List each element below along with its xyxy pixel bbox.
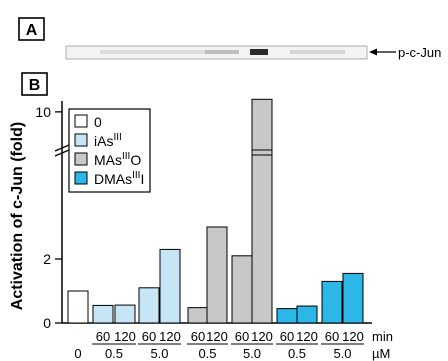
bar: [296, 305, 318, 324]
x-conc-label: 0.5: [105, 346, 123, 361]
y-tick-label: 0: [43, 315, 51, 331]
x-time-label: 60: [191, 329, 205, 344]
bar: [114, 304, 136, 324]
svg-text:B: B: [29, 77, 41, 94]
x-conc-label: 0.5: [198, 346, 216, 361]
x-time-label: 120: [114, 329, 136, 344]
bar: [187, 307, 209, 324]
legend-swatch: [74, 133, 88, 147]
x-conc-label: 5.0: [333, 346, 351, 361]
x-time-unit: min: [372, 329, 393, 344]
bar: [92, 304, 114, 324]
x-conc-label: 0.5: [288, 346, 306, 361]
x-conc-label: 5.0: [243, 346, 261, 361]
bar: [251, 98, 273, 324]
x-time-label: 120: [251, 329, 273, 344]
legend-swatch: [74, 171, 88, 185]
x-time-label: 120: [296, 329, 318, 344]
bar: [231, 255, 253, 324]
x-conc-label-control: 0: [74, 346, 81, 361]
x-time-label: 60: [96, 329, 110, 344]
bar: [276, 308, 298, 324]
x-time-label: 120: [159, 329, 181, 344]
x-time-label: 120: [206, 329, 228, 344]
bars: [67, 98, 364, 324]
legend-label: iAsIII: [94, 132, 122, 149]
bar: [67, 290, 89, 324]
x-time-label: 120: [342, 329, 364, 344]
panel-b-label: B: [21, 72, 48, 96]
x-time-label: 60: [142, 329, 156, 344]
y-ticks: 0 2 10: [35, 104, 70, 331]
x-time-label: 60: [325, 329, 339, 344]
x-conc-label: 5.0: [150, 346, 168, 361]
legend-swatch: [74, 152, 88, 166]
x-time-label: 60: [235, 329, 249, 344]
bar: [321, 280, 343, 324]
band-label: p-c-Jun: [398, 45, 441, 60]
band-arrow: [369, 48, 396, 56]
y-tick-label: 2: [43, 251, 51, 267]
legend-entries: 0 iAsIII MAsIIIO DMAsIIII: [74, 114, 144, 187]
svg-text:A: A: [26, 22, 38, 39]
bar: [159, 248, 181, 324]
axis-break-mark: [54, 144, 70, 152]
x-conc-unit: µM: [372, 346, 390, 361]
western-blot: [65, 45, 368, 60]
y-tick-label: 10: [35, 104, 51, 120]
legend-swatch: [74, 114, 88, 128]
legend-label: DMAsIIII: [94, 170, 144, 187]
panel-a-label: A: [18, 17, 45, 41]
bar: [206, 226, 228, 324]
x-time-label: 60: [280, 329, 294, 344]
bar: [138, 287, 160, 324]
legend-label: 0: [94, 114, 102, 130]
axis-break-mark: [54, 149, 70, 157]
legend-label: MAsIIIO: [94, 151, 141, 168]
bar: [342, 272, 364, 324]
y-axis-title: Activation of c-Jun (fold): [9, 122, 26, 310]
